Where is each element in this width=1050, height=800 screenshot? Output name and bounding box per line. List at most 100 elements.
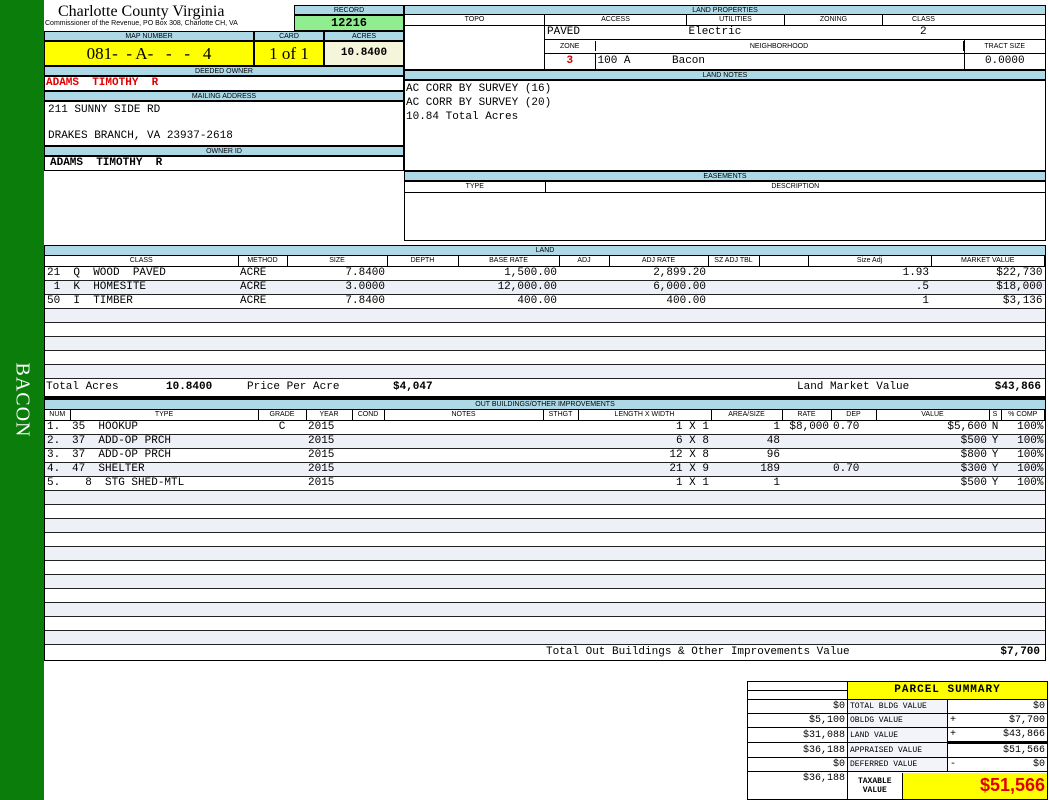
- outbuilding-cell: 1 X 1: [578, 420, 711, 435]
- outbuilding-cell: [578, 532, 711, 547]
- land-cell: 1.93: [808, 266, 931, 281]
- summary-row: $31,088 LAND VALUE + $43,866: [747, 727, 1049, 743]
- outbuilding-cell: 2015: [306, 476, 352, 491]
- land-market-value: $43,866: [994, 381, 1041, 393]
- land-col-header: METHOD: [238, 256, 288, 266]
- table-row: [45, 532, 1045, 547]
- easements-header: EASEMENTS: [404, 171, 1046, 181]
- neighborhood-value: Bacon: [672, 54, 706, 67]
- outbuilding-cell: [876, 532, 989, 547]
- outbuilding-cell: 0.70: [831, 462, 876, 477]
- land-cell: [238, 308, 287, 323]
- outbuilding-cell: [258, 476, 306, 491]
- summary-operator: +: [950, 729, 957, 740]
- outbuilding-cell: [306, 588, 352, 603]
- land-cell: [759, 294, 808, 309]
- land-properties-header: LAND PROPERTIES: [404, 5, 1046, 15]
- outbuilding-cell: 100%: [1001, 448, 1045, 463]
- outbuilding-cell: 3.: [45, 448, 70, 463]
- land-cell: 400.00: [609, 294, 708, 309]
- card-number: 1 of 1: [254, 41, 324, 66]
- outbuilding-cell: [1001, 574, 1045, 589]
- land-cell: 400.00: [458, 294, 559, 309]
- land-cell: [458, 322, 559, 337]
- easement-type-header: TYPE: [405, 182, 546, 192]
- land-note: AC CORR BY SURVEY (16): [406, 83, 552, 95]
- outbuilding-cell: [384, 504, 543, 519]
- outbuilding-cell: [45, 630, 70, 645]
- outbuildings-totals: Total Out Buildings & Other Improvements…: [45, 644, 1043, 660]
- land-header: LAND: [45, 246, 1045, 256]
- zone-value: 3: [545, 53, 596, 69]
- outbuilding-cell: [352, 546, 384, 561]
- outbuilding-cell: [711, 518, 782, 533]
- outbuilding-cell: [711, 588, 782, 603]
- outbuilding-cell: [711, 532, 782, 547]
- land-cell: ACRE: [238, 266, 287, 281]
- land-cell: 3.0000: [287, 280, 387, 295]
- land-cell: [387, 280, 458, 295]
- outbuilding-cell: [989, 504, 1001, 519]
- outbuilding-cell: [831, 546, 876, 561]
- outbuilding-cell: [258, 546, 306, 561]
- land-col-header: ADJ: [559, 256, 610, 266]
- land-cell: [387, 308, 458, 323]
- land-cell: [708, 280, 759, 295]
- summary-row: $0 TOTAL BLDG VALUE $0: [747, 699, 1049, 714]
- land-cell: [708, 350, 759, 365]
- land-cell: [931, 336, 1045, 351]
- price-per-acre-label: Price Per Acre: [247, 381, 340, 393]
- outbuilding-cell: [578, 588, 711, 603]
- outbuilding-cell: [782, 518, 831, 533]
- outbuilding-cell: [258, 602, 306, 617]
- land-cell: [559, 266, 609, 281]
- address-line-1: 211 SUNNY SIDE RD: [48, 104, 161, 116]
- outbuilding-cell: [258, 504, 306, 519]
- outbuilding-col-header: TYPE: [70, 410, 259, 420]
- outbuilding-cell: $800: [876, 448, 989, 463]
- col-topo: TOPO: [404, 15, 545, 25]
- outbuilding-cell: [711, 574, 782, 589]
- outbuilding-cell: [782, 532, 831, 547]
- outbuilding-col-header: GRADE: [258, 410, 307, 420]
- outbuilding-cell: [352, 532, 384, 547]
- outbuilding-cell: [258, 462, 306, 477]
- land-cell: [458, 336, 559, 351]
- taxable-value: $51,566: [902, 772, 1047, 799]
- total-acres-label: Total Acres: [46, 381, 119, 393]
- outbuilding-cell: [45, 490, 70, 505]
- table-row: [45, 308, 1045, 323]
- outbuilding-cell: [989, 560, 1001, 575]
- outbuilding-cell: 8 STG SHED-MTL: [70, 476, 258, 491]
- outbuilding-cell: [258, 630, 306, 645]
- summary-row: $0 DEFERRED VALUE - $0: [747, 757, 1049, 772]
- land-cell: 21 Q WOOD PAVED: [45, 266, 238, 281]
- outbuilding-cell: 100%: [1001, 420, 1045, 435]
- summary-amount: $51,566: [1003, 745, 1046, 757]
- outbuilding-cell: 47 SHELTER: [70, 462, 258, 477]
- outbuilding-cell: [831, 588, 876, 603]
- land-col-header: ADJ RATE: [609, 256, 709, 266]
- mailing-address-header: MAILING ADDRESS: [44, 91, 404, 101]
- land-cell: 12,000.00: [458, 280, 559, 295]
- outbuilding-cell: Y: [989, 462, 1001, 477]
- zone-header: ZONE: [545, 41, 596, 51]
- outbuilding-cell: [384, 616, 543, 631]
- outbuilding-cell: Y: [989, 476, 1001, 491]
- summary-operator: +: [950, 715, 957, 726]
- outbuilding-cell: [578, 518, 711, 533]
- outbuilding-cell: [384, 630, 543, 645]
- outbuilding-cell: [876, 504, 989, 519]
- outbuilding-cell: [306, 504, 352, 519]
- land-cell: [559, 322, 609, 337]
- land-cell: [759, 364, 808, 379]
- outbuilding-cell: [711, 490, 782, 505]
- land-cell: [387, 266, 458, 281]
- land-cell: [45, 364, 238, 379]
- summary-value: + $43,866: [946, 727, 1049, 743]
- outbuilding-cell: [989, 630, 1001, 645]
- outbuilding-cell: [306, 532, 352, 547]
- outbuilding-cell: [578, 490, 711, 505]
- outbuilding-cell: $500: [876, 476, 989, 491]
- card-header: CARD: [254, 31, 324, 41]
